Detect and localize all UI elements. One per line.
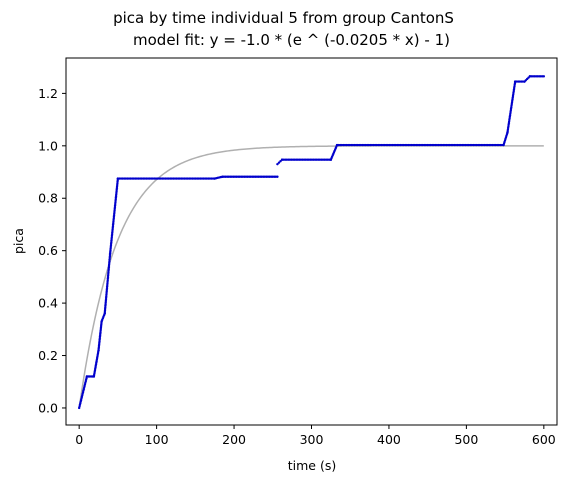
y-tick-label: 1.2 [38,86,58,101]
y-tick-label: 0.2 [38,348,58,363]
plot-frame [65,57,558,426]
ticks-layer: 0 100 200 300 400 500 600 0.0 0.2 0.4 0.6 0.8 1.0 1.2 [38,86,556,447]
x-tick-label: 100 [145,432,169,447]
data-point [277,161,281,164]
data-point [542,75,546,78]
x-tick-label: 0 [75,432,83,447]
y-tick-label: 1.0 [38,138,58,153]
data-point [276,175,279,178]
x-tick-label: 300 [300,432,324,447]
data-point [279,160,282,163]
y-tick-label: 0.4 [38,296,58,311]
chart-title: pica by time individual 5 from group Can… [113,9,454,27]
y-tick-label: 0.6 [38,243,58,258]
chart-subtitle: model fit: y = -1.0 * (e ^ (-0.0205 * x)… [133,31,450,49]
y-axis-label: pica [11,228,26,254]
x-tick-label: 400 [377,432,401,447]
fit-curve [78,145,544,409]
fit-layer [78,145,544,409]
x-axis-label: time (s) [288,458,336,473]
x-tick-label: 500 [454,432,478,447]
x-tick-label: 200 [222,432,246,447]
data-point [276,162,279,166]
y-tick-label: 0.0 [38,400,58,415]
points-layer [77,75,546,410]
x-tick-label: 600 [532,432,556,447]
y-tick-label: 0.8 [38,191,58,206]
